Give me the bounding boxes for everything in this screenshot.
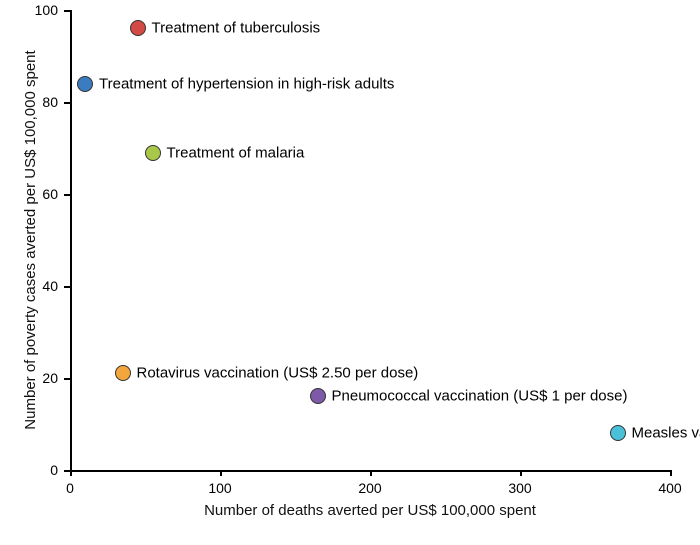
y-tick-label: 60 — [42, 186, 58, 202]
x-tick — [70, 470, 72, 476]
y-tick — [64, 378, 70, 380]
y-tick-label: 80 — [42, 94, 58, 110]
data-point — [610, 425, 626, 441]
y-axis-label: Number of poverty cases averted per US$ … — [22, 50, 39, 429]
y-tick-label: 0 — [50, 462, 58, 478]
data-point — [310, 388, 326, 404]
data-point-label: Treatment of hypertension in high-risk a… — [99, 75, 394, 92]
x-tick — [220, 470, 222, 476]
data-point-label: Measles vaccination — [632, 425, 700, 442]
y-tick — [64, 194, 70, 196]
x-tick — [670, 470, 672, 476]
x-tick-label: 200 — [358, 480, 381, 496]
y-tick-label: 40 — [42, 278, 58, 294]
y-tick-label: 100 — [35, 2, 58, 18]
x-tick — [520, 470, 522, 476]
y-tick — [64, 470, 70, 472]
data-point — [145, 145, 161, 161]
data-point-label: Treatment of malaria — [167, 144, 305, 161]
x-tick-label: 100 — [208, 480, 231, 496]
data-point — [115, 365, 131, 381]
data-point-label: Pneumococcal vaccination (US$ 1 per dose… — [332, 388, 628, 405]
data-point — [130, 20, 146, 36]
x-tick — [370, 470, 372, 476]
x-axis-label: Number of deaths averted per US$ 100,000… — [204, 502, 536, 519]
data-point-label: Rotavirus vaccination (US$ 2.50 per dose… — [137, 365, 419, 382]
y-tick-label: 20 — [42, 370, 58, 386]
y-tick — [64, 286, 70, 288]
scatter-chart: 0 100 200 300 400 0 20 40 60 80 100 Number of death… — [0, 0, 700, 545]
y-tick — [64, 10, 70, 12]
data-point — [77, 76, 93, 92]
y-axis-line — [70, 10, 72, 470]
x-tick-label: 300 — [508, 480, 531, 496]
y-tick — [64, 102, 70, 104]
data-point-label: Treatment of tuberculosis — [152, 20, 321, 37]
x-tick-label: 0 — [66, 480, 74, 496]
x-tick-label: 400 — [658, 480, 681, 496]
